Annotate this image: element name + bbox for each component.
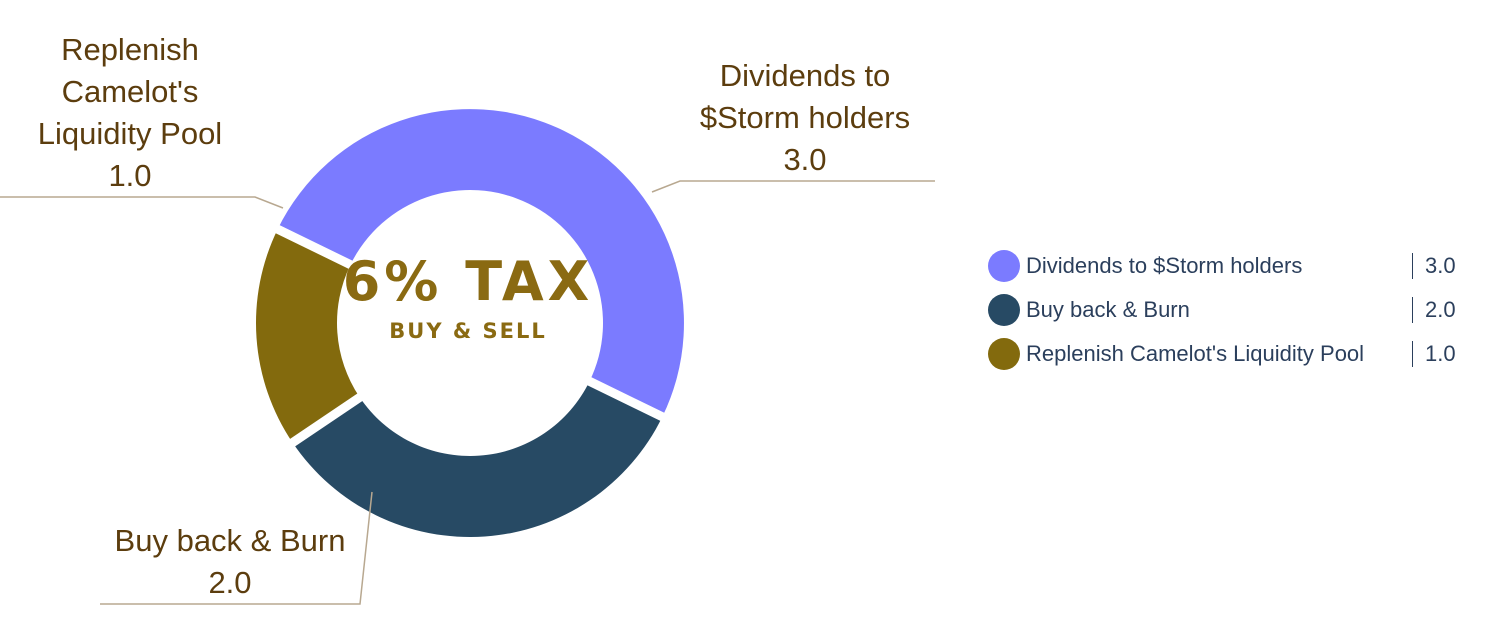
donut-slice <box>255 229 360 443</box>
legend-swatch-icon <box>988 294 1020 326</box>
legend-label: Buy back & Burn <box>1026 297 1190 322</box>
callout-leader-line <box>651 180 935 193</box>
donut-slice <box>292 381 663 537</box>
callout-value-label: 3.0 <box>783 142 826 177</box>
slice-separator <box>583 375 668 423</box>
legend: Dividends to $Storm holders 3.0 Buy back… <box>988 244 1456 376</box>
callout-leader-line <box>0 196 284 209</box>
legend-label: Dividends to $Storm holders <box>1026 253 1303 278</box>
legend-swatch-icon <box>988 250 1020 282</box>
callout-leader-line <box>100 491 373 605</box>
legend-value: 1.0 <box>1412 341 1456 367</box>
callout-label: Buy back & Burn <box>115 523 346 558</box>
callout-label: Camelot's <box>62 74 199 109</box>
callout-label: $Storm holders <box>700 100 910 135</box>
donut-slice <box>277 109 684 417</box>
legend-label: Replenish Camelot's Liquidity Pool <box>1026 341 1365 366</box>
legend-item: Dividends to $Storm holders 3.0 <box>988 244 1456 288</box>
legend-value: 2.0 <box>1412 297 1456 323</box>
callout-value-label: 2.0 <box>208 565 251 600</box>
legend-value: 3.0 <box>1412 253 1456 279</box>
callout-value-label: 1.0 <box>108 158 151 193</box>
callout-label: Replenish <box>61 32 199 67</box>
center-subtitle: BUY & SELL <box>389 319 546 343</box>
donut-slices <box>255 109 684 537</box>
slice-separator <box>272 223 357 271</box>
center-label: 6% TAX BUY & SELL <box>343 250 594 343</box>
callout-labels: Dividends to $Storm holders 3.0 Buy back & … <box>0 32 935 605</box>
callout-label: Liquidity Pool <box>38 116 222 151</box>
center-title: 6% TAX <box>343 250 594 313</box>
slice-separator <box>286 391 366 449</box>
legend-item: Buy back & Burn 2.0 <box>988 288 1456 332</box>
callout-label: Dividends to <box>720 58 891 93</box>
legend-swatch-icon <box>988 338 1020 370</box>
legend-item: Replenish Camelot's Liquidity Pool 1.0 <box>988 332 1456 376</box>
